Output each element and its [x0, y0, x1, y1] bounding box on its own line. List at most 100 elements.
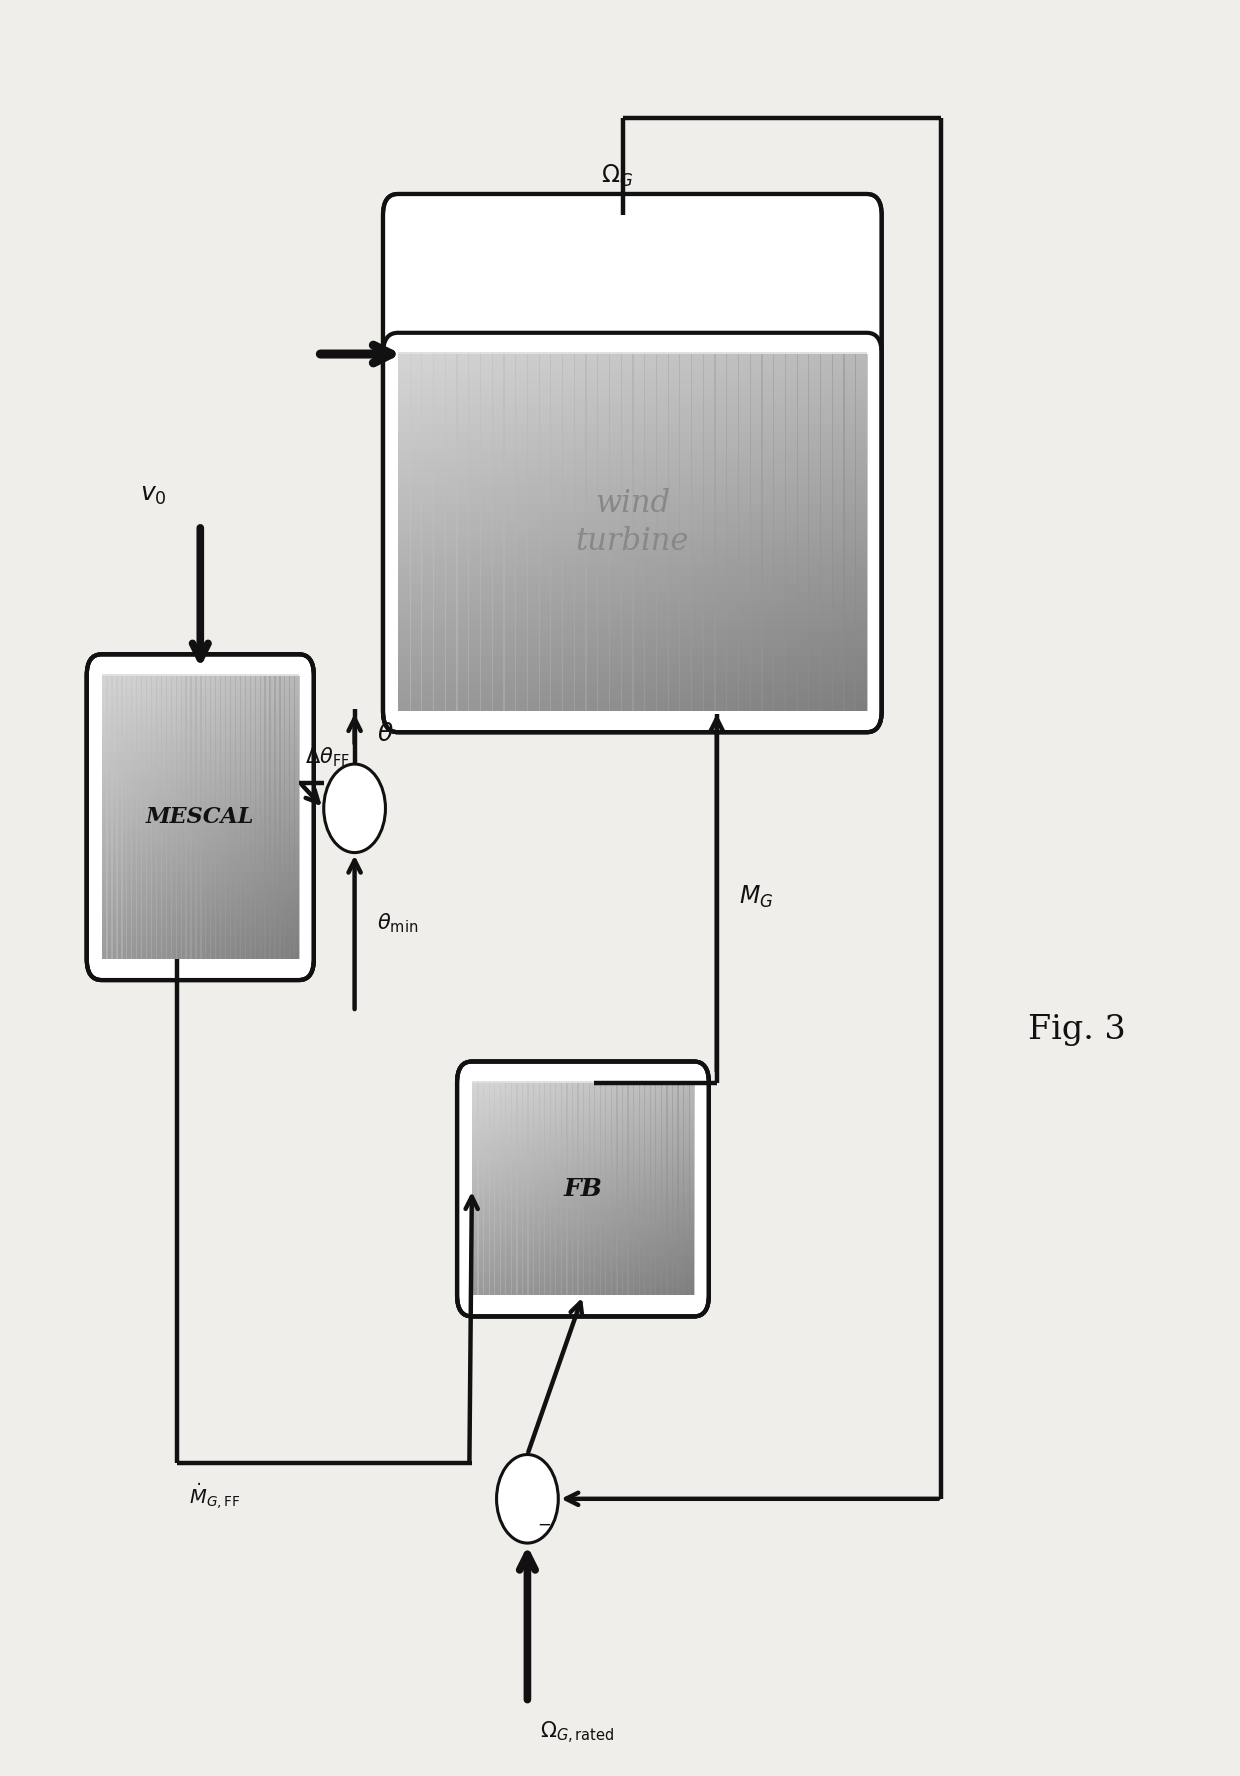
FancyBboxPatch shape — [383, 194, 882, 732]
Bar — [666, 1083, 673, 1295]
Bar — [527, 1083, 534, 1295]
Bar — [562, 353, 575, 710]
Bar — [102, 680, 299, 689]
Bar — [714, 353, 728, 710]
FancyBboxPatch shape — [87, 654, 314, 980]
Bar — [472, 1192, 694, 1199]
Bar — [773, 353, 786, 710]
Bar — [472, 1250, 694, 1257]
Bar — [102, 744, 299, 753]
Bar — [505, 1083, 512, 1295]
Bar — [239, 675, 246, 959]
Bar — [472, 1256, 694, 1263]
Bar — [589, 1083, 595, 1295]
Bar — [472, 1261, 694, 1268]
Bar — [644, 1083, 651, 1295]
Text: $\dot{M}_{G,\mathrm{FF}}$: $\dot{M}_{G,\mathrm{FF}}$ — [188, 1481, 241, 1511]
Bar — [398, 638, 867, 648]
Bar — [102, 829, 299, 838]
Bar — [639, 1083, 645, 1295]
Text: MESCAL: MESCAL — [146, 806, 254, 828]
Bar — [398, 629, 867, 639]
Bar — [102, 922, 299, 931]
Bar — [515, 353, 528, 710]
Bar — [472, 1272, 694, 1279]
Bar — [472, 1202, 694, 1209]
Bar — [598, 353, 610, 710]
Bar — [102, 808, 299, 817]
Bar — [489, 1083, 495, 1295]
Bar — [620, 353, 634, 710]
Bar — [398, 361, 867, 371]
Bar — [224, 675, 231, 959]
Bar — [398, 549, 867, 559]
Bar — [560, 1083, 568, 1295]
Bar — [472, 1277, 694, 1284]
Bar — [102, 815, 299, 824]
Bar — [750, 353, 763, 710]
Bar — [472, 1156, 694, 1163]
Bar — [102, 716, 299, 725]
Bar — [680, 353, 692, 710]
Bar — [656, 353, 668, 710]
Bar — [472, 1213, 694, 1220]
Bar — [102, 950, 299, 959]
Bar — [181, 675, 187, 959]
Bar — [102, 908, 299, 916]
Bar — [102, 936, 299, 945]
Bar — [176, 675, 182, 959]
Bar — [472, 1135, 694, 1142]
Bar — [472, 1140, 694, 1147]
Bar — [102, 758, 299, 767]
Bar — [210, 675, 216, 959]
Bar — [151, 675, 157, 959]
Bar — [398, 352, 867, 362]
Bar — [102, 858, 299, 867]
Bar — [398, 504, 867, 515]
Bar — [398, 620, 867, 630]
Bar — [398, 593, 867, 604]
Bar — [398, 460, 867, 471]
Bar — [102, 787, 299, 796]
Bar — [102, 723, 299, 732]
Bar — [578, 1083, 584, 1295]
Bar — [234, 675, 241, 959]
Text: $\Omega_{G,\mathrm{rated}}$: $\Omega_{G,\mathrm{rated}}$ — [539, 1721, 614, 1746]
Bar — [445, 353, 458, 710]
Bar — [472, 1170, 694, 1177]
Bar — [196, 675, 202, 959]
Bar — [102, 915, 299, 924]
Bar — [398, 433, 867, 444]
Bar — [122, 675, 128, 959]
Bar — [472, 1124, 694, 1131]
Bar — [688, 1083, 696, 1295]
Bar — [126, 675, 133, 959]
Bar — [166, 675, 172, 959]
Bar — [102, 751, 299, 760]
Bar — [511, 1083, 517, 1295]
Bar — [572, 1083, 579, 1295]
Bar — [279, 675, 285, 959]
Bar — [533, 1083, 539, 1295]
Bar — [477, 1083, 484, 1295]
Bar — [186, 675, 192, 959]
Bar — [585, 353, 599, 710]
Bar — [398, 673, 867, 684]
Bar — [567, 1083, 573, 1295]
Text: $\Delta\theta_{\mathrm{FF}}$: $\Delta\theta_{\mathrm{FF}}$ — [305, 746, 350, 769]
Bar — [482, 1083, 490, 1295]
Bar — [650, 1083, 656, 1295]
Bar — [156, 675, 162, 959]
Bar — [472, 1234, 694, 1241]
Bar — [398, 424, 867, 435]
Text: $-$: $-$ — [537, 1515, 552, 1533]
Bar — [107, 675, 113, 959]
Bar — [102, 730, 299, 739]
Bar — [249, 675, 255, 959]
Bar — [544, 1083, 551, 1295]
Bar — [672, 1083, 678, 1295]
Bar — [284, 675, 290, 959]
Bar — [102, 709, 299, 718]
Bar — [398, 405, 867, 417]
Bar — [820, 353, 833, 710]
